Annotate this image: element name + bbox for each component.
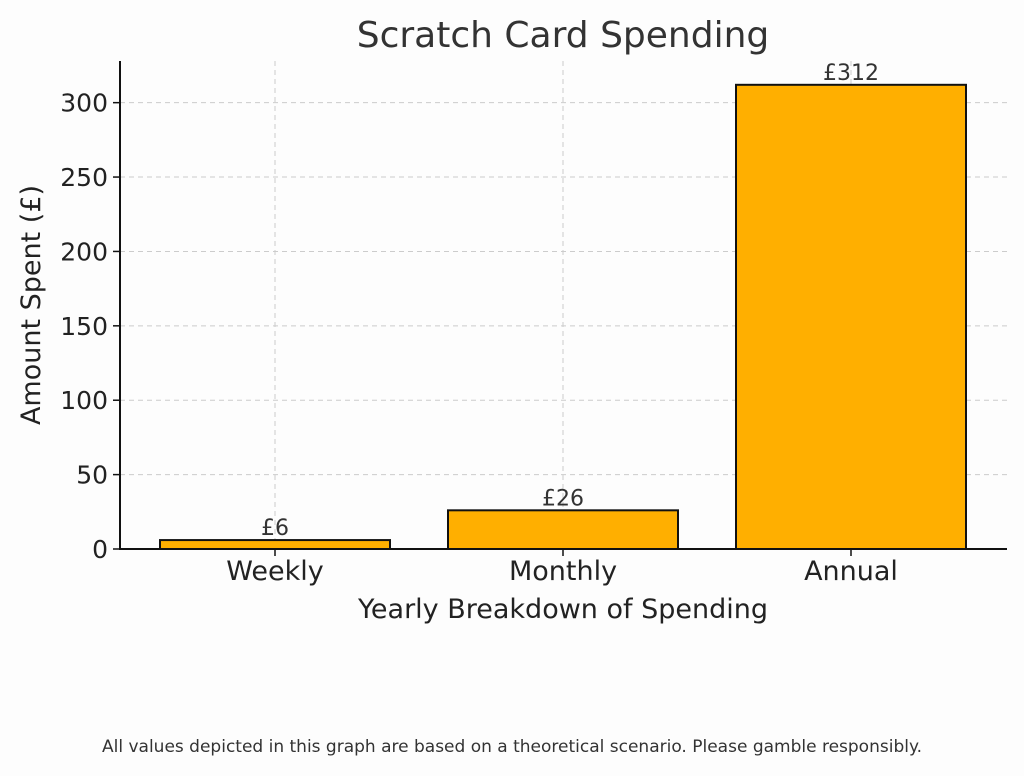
y-tick-label: 150	[60, 312, 108, 341]
bar-chart: Scratch Card Spending 0 50 100 150 200 250 300…	[16, 15, 1007, 625]
y-tick-label: 200	[60, 237, 108, 266]
bar-data-label: £26	[542, 486, 584, 511]
y-tick-label: 300	[60, 89, 108, 118]
x-tick-label: Weekly	[226, 556, 323, 587]
y-tick-label: 50	[76, 461, 108, 490]
bar	[159, 539, 391, 551]
y-tick-label: 100	[60, 386, 108, 415]
x-tick-label: Monthly	[509, 556, 617, 587]
bar	[447, 509, 679, 551]
x-tick-label: Annual	[804, 556, 898, 587]
chart-title: Scratch Card Spending	[357, 15, 770, 56]
y-axis-label: Amount Spent (£)	[16, 185, 47, 425]
x-axis-ticks: Weekly Monthly Annual	[226, 549, 898, 587]
bar-data-label: £312	[823, 61, 879, 86]
y-tick-label: 0	[92, 535, 108, 564]
bars: £6 £26 £312	[159, 61, 967, 551]
y-axis-ticks: 0 50 100 150 200 250 300	[60, 89, 120, 564]
disclaimer-footnote: All values depicted in this graph are ba…	[102, 737, 922, 757]
bar	[735, 83, 967, 551]
bar-data-label: £6	[261, 516, 289, 541]
y-tick-label: 250	[60, 163, 108, 192]
x-axis-label: Yearly Breakdown of Spending	[357, 594, 768, 625]
